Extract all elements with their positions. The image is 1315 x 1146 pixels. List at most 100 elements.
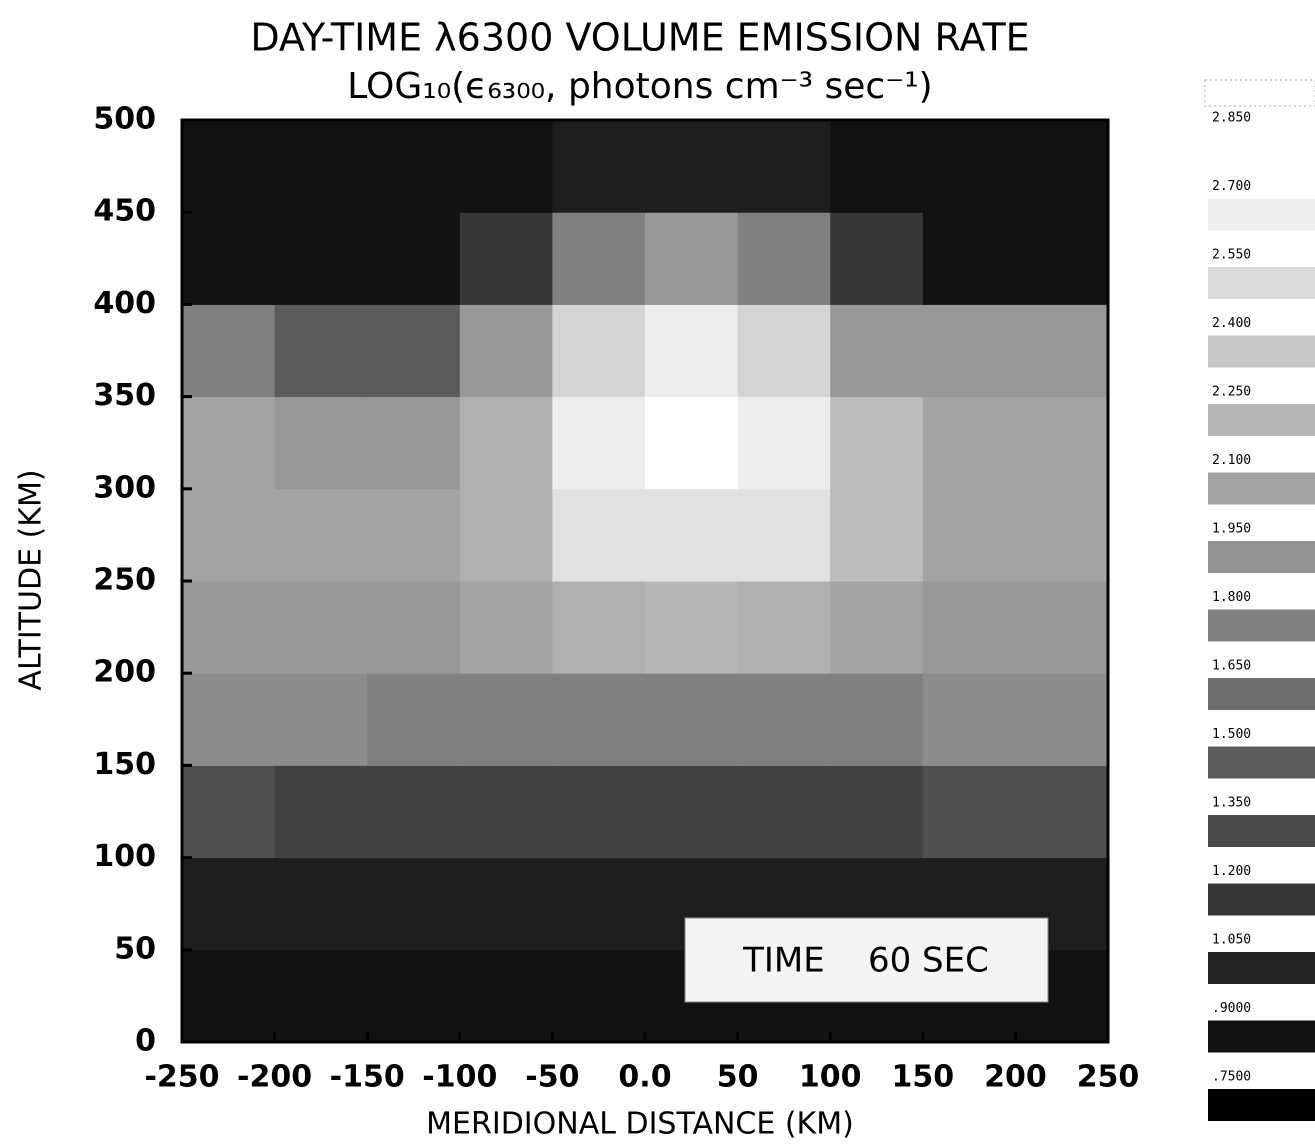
heatmap-cell xyxy=(367,765,461,859)
heatmap-cell xyxy=(1015,396,1109,490)
colorbar-label: 2.550 xyxy=(1212,248,1251,263)
heatmap-cell xyxy=(182,212,276,305)
y-tick-label: 500 xyxy=(93,102,156,137)
heatmap-cell xyxy=(274,673,368,766)
heatmap-cell xyxy=(737,396,831,490)
colorbar-label: 1.050 xyxy=(1212,933,1251,948)
heatmap-cell xyxy=(459,304,553,398)
heatmap-cell xyxy=(645,304,739,398)
heatmap-cell xyxy=(274,857,368,951)
colorbar-swatch xyxy=(1208,404,1315,436)
chart-title: DAY-TIME λ6300 VOLUME EMISSION RATE xyxy=(250,16,1029,60)
colorbar-swatch xyxy=(1208,952,1315,984)
colorbar-swatch xyxy=(1208,1020,1315,1053)
heatmap-cell xyxy=(552,949,646,1043)
colorbar-label: 2.250 xyxy=(1212,385,1251,400)
heatmap-cell xyxy=(459,488,553,582)
colorbar-swatch xyxy=(1204,79,1315,107)
heatmap-cell xyxy=(645,212,739,305)
x-axis-label: MERIDIONAL DISTANCE (KM) xyxy=(426,1107,854,1142)
heatmap-cell xyxy=(922,396,1016,490)
heatmap-cell xyxy=(922,212,1016,305)
colorbar-label: 1.500 xyxy=(1212,727,1251,742)
heatmap-cell xyxy=(367,581,461,674)
y-axis-label: ALTITUDE (KM) xyxy=(14,469,49,690)
heatmap-cell xyxy=(274,765,368,859)
x-tick-label: 0.0 xyxy=(618,1060,671,1095)
x-tick-label: 50 xyxy=(717,1060,759,1095)
colorbar-swatch xyxy=(1208,130,1315,162)
heatmap-cell xyxy=(459,581,553,674)
heatmap-cell xyxy=(645,581,739,674)
x-tick-label: 100 xyxy=(799,1060,862,1095)
heatmap-cell xyxy=(1015,673,1109,766)
annotation: TIME 60 SEC xyxy=(742,941,989,981)
heatmap-cell xyxy=(737,673,831,766)
heatmap-cell xyxy=(737,765,831,859)
colorbar-label: 1.650 xyxy=(1212,659,1251,674)
colorbar-label: 2.100 xyxy=(1212,453,1251,468)
colorbar-swatch xyxy=(1208,883,1315,916)
colorbar-swatch xyxy=(1208,678,1315,710)
colorbar-swatch xyxy=(1208,472,1315,505)
heatmap-cell xyxy=(182,488,276,582)
colorbar-swatch xyxy=(1208,1089,1315,1121)
colorbar-label: 2.700 xyxy=(1212,179,1251,194)
heatmap-cell xyxy=(367,488,461,582)
heatmap-cell xyxy=(645,396,739,490)
colorbar-label: 1.800 xyxy=(1212,590,1251,605)
colorbar-swatch xyxy=(1208,335,1315,368)
colorbar-label: 1.200 xyxy=(1212,864,1251,879)
heatmap-cell xyxy=(274,304,368,398)
heatmap-cell xyxy=(830,212,924,305)
heatmap-cell xyxy=(552,673,646,766)
y-tick-label: 300 xyxy=(93,470,156,505)
y-tick-label: 450 xyxy=(93,194,156,229)
x-tick-label: -50 xyxy=(525,1060,579,1095)
heatmap-cell xyxy=(182,765,276,859)
heatmap-cell xyxy=(830,120,924,213)
colorbar-label: 1.950 xyxy=(1212,522,1251,537)
colorbar-label: 2.400 xyxy=(1212,316,1251,331)
x-tick-label: -100 xyxy=(422,1060,497,1095)
heatmap-cell xyxy=(552,857,646,951)
heatmap-cell xyxy=(645,120,739,213)
chart-subtitle: LOG₁₀(ϵ₆₃₀₀, photons cm⁻³ sec⁻¹) xyxy=(347,66,932,107)
x-tick-label: -200 xyxy=(237,1060,312,1095)
heatmap-cell xyxy=(459,949,553,1043)
heatmap-cell xyxy=(830,304,924,398)
heatmap-cell xyxy=(922,304,1016,398)
colorbar-label: .9000 xyxy=(1212,1001,1251,1016)
heatmap-cell xyxy=(182,120,276,213)
heatmap-cell xyxy=(367,857,461,951)
heatmap-cell xyxy=(367,120,461,213)
heatmap-cell xyxy=(182,857,276,951)
heatmap-cell xyxy=(552,765,646,859)
heatmap-cell xyxy=(274,949,368,1043)
heatmap-cell xyxy=(367,304,461,398)
heatmap-cell xyxy=(459,765,553,859)
heatmap-cell xyxy=(274,488,368,582)
heatmap-cell xyxy=(459,396,553,490)
heatmap-cell xyxy=(645,488,739,582)
x-tick-label: 150 xyxy=(891,1060,954,1095)
y-tick-label: 100 xyxy=(93,839,156,874)
heatmap-cell xyxy=(459,673,553,766)
heatmap-cell xyxy=(274,396,368,490)
heatmap-cell xyxy=(737,488,831,582)
heatmap-cell xyxy=(1015,765,1109,859)
heatmap xyxy=(182,120,1109,1043)
heatmap-cell xyxy=(367,396,461,490)
heatmap-cell xyxy=(182,949,276,1043)
x-tick-label: 200 xyxy=(984,1060,1047,1095)
heatmap-cell xyxy=(459,212,553,305)
heatmap-cell xyxy=(274,120,368,213)
heatmap-cell xyxy=(830,765,924,859)
heatmap-cell xyxy=(367,212,461,305)
colorbar-swatch xyxy=(1208,541,1315,573)
heatmap-cell xyxy=(922,673,1016,766)
x-tick-label: -150 xyxy=(330,1060,405,1095)
heatmap-cell xyxy=(1015,120,1109,213)
heatmap-cell xyxy=(737,581,831,674)
